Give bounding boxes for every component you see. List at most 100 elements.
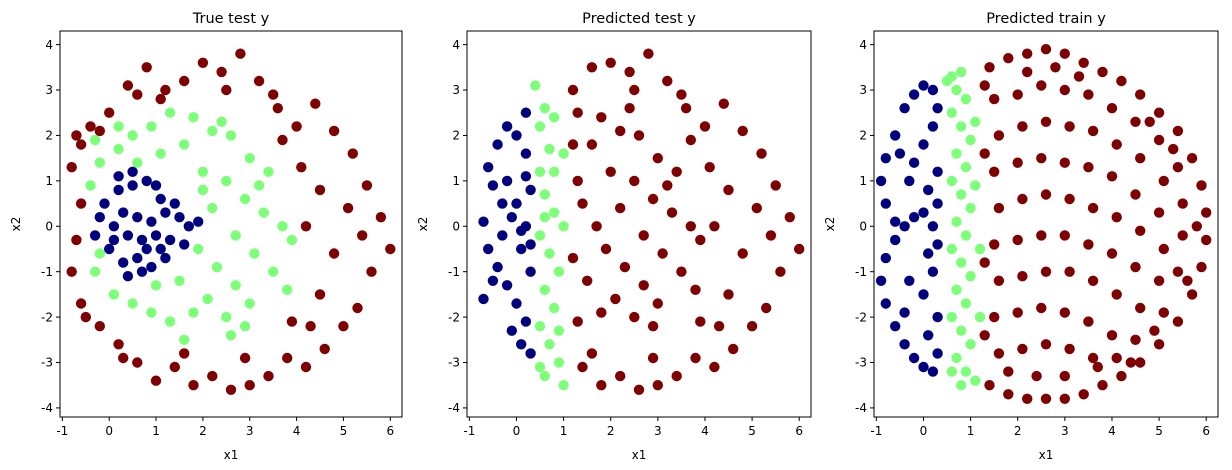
point-class-2-57 bbox=[737, 248, 748, 259]
point-class-0-21 bbox=[160, 252, 171, 264]
point-class-2-74 bbox=[1040, 266, 1052, 277]
point-class-2-12 bbox=[784, 212, 795, 223]
point-class-1-3 bbox=[544, 143, 555, 155]
point-class-0-38 bbox=[932, 198, 943, 209]
point-class-1-15 bbox=[539, 370, 550, 382]
point-class-0-20 bbox=[146, 261, 157, 273]
point-class-2-44 bbox=[610, 293, 621, 305]
point-class-2-70 bbox=[652, 153, 663, 164]
point-class-1-27 bbox=[970, 180, 981, 191]
point-class-0-22 bbox=[918, 361, 929, 373]
point-class-1-46 bbox=[253, 180, 265, 191]
point-class-0-24 bbox=[94, 212, 106, 223]
point-class-0-6 bbox=[132, 212, 143, 223]
point-class-0-37 bbox=[894, 148, 906, 159]
point-class-2-96 bbox=[1092, 361, 1104, 373]
point-class-1-3 bbox=[146, 121, 157, 132]
point-class-1-10 bbox=[179, 139, 190, 150]
point-class-1-2 bbox=[127, 130, 138, 141]
point-class-1-5 bbox=[539, 189, 550, 200]
y-tick-label: -1 bbox=[855, 265, 867, 279]
point-class-2-53 bbox=[1153, 207, 1165, 218]
point-class-2-15 bbox=[328, 125, 340, 137]
point-class-2-69 bbox=[662, 180, 673, 191]
point-class-2-15 bbox=[761, 302, 772, 314]
point-class-0-25 bbox=[927, 121, 939, 132]
point-class-2-3 bbox=[1040, 44, 1052, 55]
point-class-2-36 bbox=[1172, 162, 1184, 173]
point-class-1-31 bbox=[970, 116, 981, 128]
point-class-0-17 bbox=[104, 243, 115, 255]
point-class-2-44 bbox=[1158, 175, 1170, 187]
point-class-0-5 bbox=[890, 130, 901, 141]
point-class-1-9 bbox=[946, 175, 957, 187]
y-tick-label: 0 bbox=[859, 219, 867, 233]
point-class-0-9 bbox=[174, 212, 185, 223]
point-class-2-54 bbox=[1177, 230, 1188, 241]
point-class-2-31 bbox=[605, 166, 616, 177]
point-class-1-0 bbox=[94, 157, 106, 168]
point-class-2-49 bbox=[221, 84, 232, 96]
point-class-0-22 bbox=[525, 266, 536, 277]
point-class-0-14 bbox=[150, 230, 162, 241]
point-class-2-1 bbox=[586, 62, 598, 73]
point-class-0-14 bbox=[520, 316, 532, 327]
x-tick-label: 1 bbox=[152, 424, 160, 438]
point-class-1-24 bbox=[202, 293, 213, 305]
x-tick-label: 1 bbox=[560, 424, 568, 438]
point-class-1-47 bbox=[197, 184, 209, 196]
point-class-2-30 bbox=[188, 380, 199, 391]
y-tick-label: -1 bbox=[41, 265, 53, 279]
point-class-1-14 bbox=[946, 243, 957, 255]
point-class-2-52 bbox=[1130, 189, 1141, 200]
point-class-0-14 bbox=[932, 239, 943, 250]
point-class-2-42 bbox=[328, 248, 340, 259]
point-class-2-45 bbox=[629, 311, 640, 323]
point-class-0-28 bbox=[932, 166, 943, 177]
point-class-1-31 bbox=[108, 289, 120, 300]
y-tick-label: 3 bbox=[859, 83, 867, 97]
point-class-2-61 bbox=[1135, 225, 1146, 236]
point-class-2-7 bbox=[1116, 75, 1127, 87]
point-class-2-23 bbox=[615, 370, 626, 382]
point-class-0-17 bbox=[875, 275, 887, 286]
point-class-2-0 bbox=[567, 84, 579, 96]
point-class-1-15 bbox=[956, 257, 967, 268]
point-class-2-56 bbox=[709, 221, 720, 232]
point-class-2-50 bbox=[1083, 162, 1094, 173]
point-class-2-63 bbox=[989, 239, 1000, 250]
point-class-2-4 bbox=[122, 80, 134, 91]
point-class-2-26 bbox=[572, 107, 583, 118]
point-class-1-29 bbox=[146, 307, 157, 318]
y-tick-label: -2 bbox=[41, 310, 53, 324]
point-class-2-4 bbox=[643, 48, 654, 59]
y-tick-label: 3 bbox=[45, 83, 53, 97]
x-tick-label: 0 bbox=[920, 424, 928, 438]
point-class-0-25 bbox=[478, 216, 489, 227]
x-tick-label: 1 bbox=[967, 424, 975, 438]
point-class-2-37 bbox=[66, 266, 77, 277]
point-class-2-81 bbox=[1012, 307, 1023, 318]
point-class-2-65 bbox=[713, 321, 725, 332]
point-class-2-49 bbox=[1059, 157, 1071, 168]
point-class-1-4 bbox=[946, 107, 957, 118]
point-class-2-68 bbox=[765, 230, 777, 241]
point-class-0-13 bbox=[511, 298, 522, 309]
point-class-2-68 bbox=[1106, 248, 1118, 259]
point-class-2-11 bbox=[770, 180, 781, 191]
point-class-1-12 bbox=[534, 321, 546, 332]
point-class-2-14 bbox=[775, 266, 786, 277]
point-class-2-17 bbox=[1172, 316, 1184, 327]
point-class-2-29 bbox=[1012, 89, 1023, 100]
point-class-2-20 bbox=[671, 370, 682, 382]
point-class-2-61 bbox=[751, 202, 762, 214]
point-class-0-10 bbox=[899, 221, 910, 232]
point-class-2-83 bbox=[1059, 307, 1071, 318]
chart-title: Predicted test y bbox=[582, 11, 696, 27]
point-class-0-17 bbox=[487, 275, 499, 286]
point-class-2-11 bbox=[1186, 153, 1198, 164]
y-tick-label: -2 bbox=[448, 310, 460, 324]
point-class-2-7 bbox=[179, 75, 190, 87]
point-class-0-30 bbox=[169, 198, 180, 209]
point-class-1-6 bbox=[965, 134, 976, 146]
